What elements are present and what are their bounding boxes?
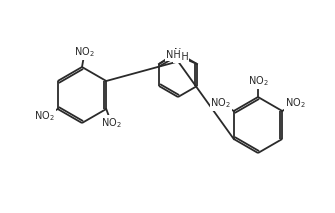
Text: NO$_2$: NO$_2$	[35, 110, 55, 123]
Text: NO$_2$: NO$_2$	[285, 97, 306, 110]
Text: NO$_2$: NO$_2$	[248, 74, 268, 88]
Text: NO$_2$: NO$_2$	[101, 116, 122, 130]
Text: NO$_2$: NO$_2$	[74, 45, 95, 59]
Text: NH: NH	[174, 52, 188, 62]
Text: N: N	[174, 48, 182, 58]
Text: NH: NH	[165, 50, 180, 60]
Text: NO$_2$: NO$_2$	[210, 97, 231, 110]
